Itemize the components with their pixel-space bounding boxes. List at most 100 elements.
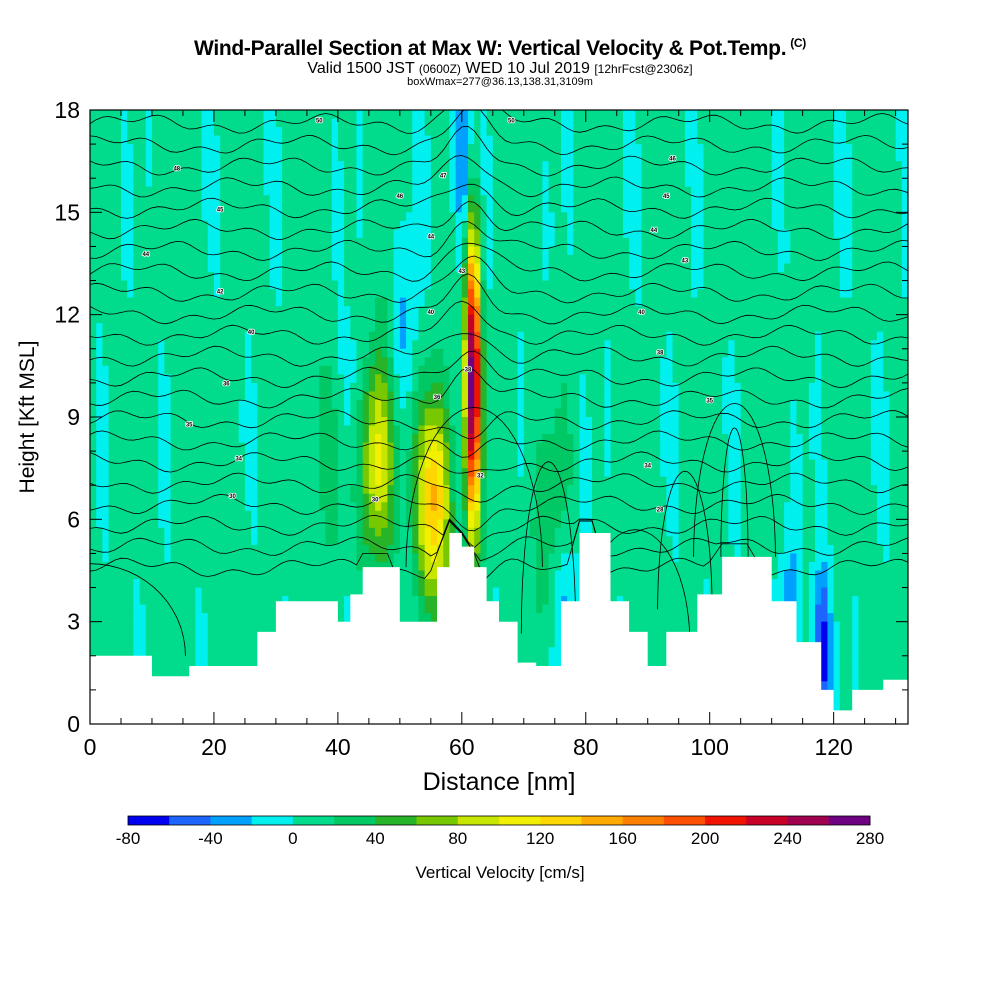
- velocity-cell: [418, 212, 426, 222]
- velocity-cell: [120, 110, 128, 120]
- velocity-cell: [529, 331, 537, 341]
- velocity-cell: [901, 229, 908, 239]
- velocity-cell: [430, 246, 438, 256]
- velocity-cell: [591, 399, 599, 410]
- velocity-cell: [622, 246, 630, 256]
- velocity-cell: [158, 417, 165, 427]
- velocity-cell: [232, 357, 240, 367]
- velocity-cell: [870, 331, 878, 341]
- velocity-cell: [796, 323, 804, 333]
- velocity-cell: [331, 118, 339, 128]
- velocity-cell: [120, 178, 128, 188]
- velocity-cell: [244, 331, 252, 341]
- velocity-cell: [331, 152, 339, 162]
- velocity-cell: [430, 391, 438, 401]
- chart-title: Wind-Parallel Section at Max W: Vertical…: [0, 36, 1000, 61]
- velocity-cell: [660, 212, 667, 222]
- velocity-cell: [746, 323, 754, 333]
- velocity-cell: [647, 169, 655, 179]
- velocity-cell: [480, 135, 488, 145]
- velocity-cell: [164, 195, 172, 205]
- velocity-cell: [480, 152, 488, 162]
- velocity-cell: [573, 169, 581, 179]
- velocity-cell: [616, 118, 624, 128]
- velocity-cell: [697, 348, 705, 358]
- velocity-cell: [672, 135, 680, 145]
- velocity-cell: [300, 348, 308, 358]
- velocity-cell: [722, 391, 729, 401]
- velocity-cell: [765, 237, 773, 248]
- velocity-cell: [852, 408, 860, 418]
- velocity-cell: [319, 110, 327, 120]
- velocity-cell: [381, 348, 389, 358]
- velocity-cell: [90, 186, 97, 196]
- velocity-cell: [263, 203, 271, 213]
- velocity-cell: [684, 417, 692, 427]
- velocity-cell: [548, 169, 556, 179]
- velocity-cell: [474, 263, 482, 273]
- velocity-cell: [387, 220, 395, 230]
- velocity-cell: [492, 348, 500, 358]
- velocity-cell: [678, 178, 686, 188]
- velocity-cell: [468, 391, 475, 401]
- velocity-cell: [598, 323, 605, 333]
- velocity-cell: [189, 331, 196, 341]
- velocity-cell: [666, 391, 674, 401]
- velocity-cell: [598, 365, 605, 375]
- velocity-cell: [746, 254, 754, 265]
- velocity-cell: [827, 237, 835, 248]
- velocity-cell: [207, 127, 215, 137]
- velocity-cell: [387, 314, 395, 324]
- velocity-cell: [796, 297, 804, 307]
- velocity-cell: [796, 391, 804, 401]
- velocity-cell: [821, 127, 829, 137]
- velocity-cell: [647, 365, 655, 375]
- velocity-cell: [282, 118, 289, 128]
- velocity-cell: [350, 417, 358, 427]
- velocity-cell: [102, 280, 110, 290]
- velocity-cell: [616, 178, 624, 188]
- velocity-cell: [455, 254, 463, 265]
- velocity-cell: [641, 374, 649, 384]
- velocity-cell: [808, 110, 816, 120]
- velocity-cell: [554, 348, 562, 358]
- velocity-cell: [449, 408, 457, 418]
- velocity-cell: [523, 229, 531, 239]
- velocity-cell: [505, 297, 512, 307]
- velocity-cell: [120, 399, 128, 410]
- velocity-cell: [560, 314, 568, 324]
- velocity-cell: [895, 195, 903, 205]
- velocity-cell: [313, 110, 320, 120]
- velocity-cell: [771, 297, 779, 307]
- velocity-cell: [201, 289, 209, 299]
- velocity-cell: [257, 161, 265, 171]
- velocity-cell: [306, 374, 314, 384]
- velocity-cell: [622, 374, 630, 384]
- velocity-cell: [213, 161, 221, 171]
- velocity-cell: [889, 135, 897, 145]
- velocity-cell: [406, 391, 413, 401]
- velocity-cell: [207, 382, 215, 393]
- velocity-cell: [709, 229, 717, 239]
- velocity-cell: [846, 297, 853, 307]
- velocity-cell: [238, 144, 246, 154]
- velocity-cell: [622, 127, 630, 137]
- velocity-cell: [585, 127, 593, 137]
- velocity-cell: [629, 263, 636, 273]
- velocity-cell: [709, 178, 717, 188]
- velocity-cell: [647, 280, 655, 290]
- velocity-cell: [195, 144, 203, 154]
- velocity-cell: [728, 237, 736, 248]
- velocity-cell: [523, 323, 531, 333]
- velocity-cell: [542, 135, 550, 145]
- velocity-cell: [548, 365, 556, 375]
- velocity-cell: [127, 212, 134, 222]
- velocity-cell: [660, 263, 667, 273]
- velocity-cell: [833, 195, 841, 205]
- velocity-cell: [226, 135, 234, 145]
- velocity-cell: [877, 263, 884, 273]
- velocity-cell: [251, 229, 258, 239]
- velocity-cell: [269, 212, 277, 222]
- velocity-cell: [257, 127, 265, 137]
- velocity-cell: [523, 408, 531, 418]
